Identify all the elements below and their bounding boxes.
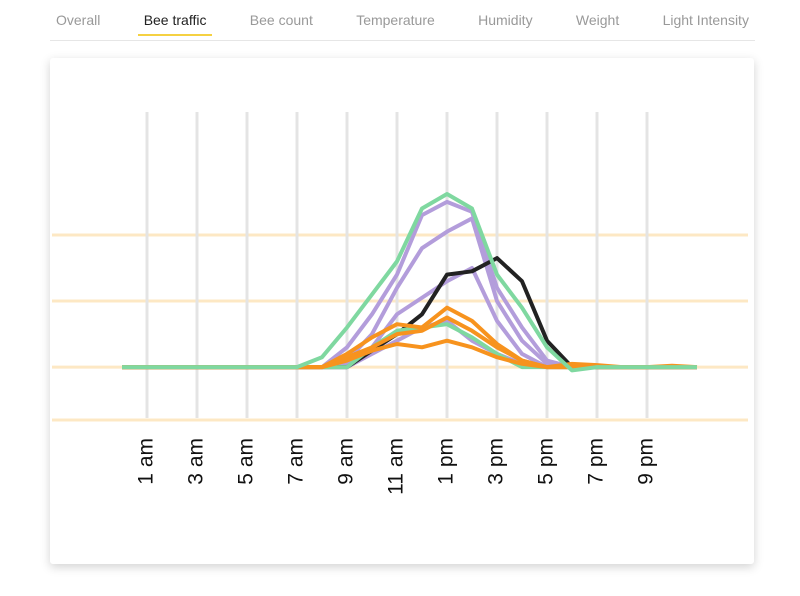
tab[interactable]: Weight (575, 12, 620, 28)
tab[interactable]: Overall (56, 12, 101, 28)
x-tick-label: 9 pm (635, 438, 658, 485)
tab[interactable]: Bee count (249, 12, 313, 28)
tab-bar: Overall Bee traffic Bee count Temperature Hu… (50, 0, 755, 41)
tab[interactable]: Light Intensity (662, 12, 749, 28)
x-tick-label: 11 am (385, 438, 408, 495)
series-line (122, 191, 697, 373)
x-tick-label: 3 am (185, 438, 208, 485)
x-tick-label: 3 pm (485, 438, 508, 485)
tab[interactable]: Humidity (478, 12, 533, 28)
x-tick-label: 5 am (235, 438, 258, 485)
series-line (122, 199, 697, 370)
x-tick-label: 5 pm (535, 438, 558, 485)
tab[interactable]: Temperature (356, 12, 435, 28)
series-line (122, 305, 698, 370)
series-line (122, 338, 697, 370)
tab[interactable]: Bee traffic (137, 4, 213, 36)
series-line (122, 256, 697, 370)
x-tick-label: 9 am (335, 438, 358, 485)
x-tick-label: 7 pm (585, 438, 608, 485)
x-tick-label: 1 am (135, 438, 158, 485)
series-line (122, 266, 697, 370)
x-tick-label: 7 am (285, 438, 308, 485)
x-tick-label: 1 pm (435, 438, 458, 485)
